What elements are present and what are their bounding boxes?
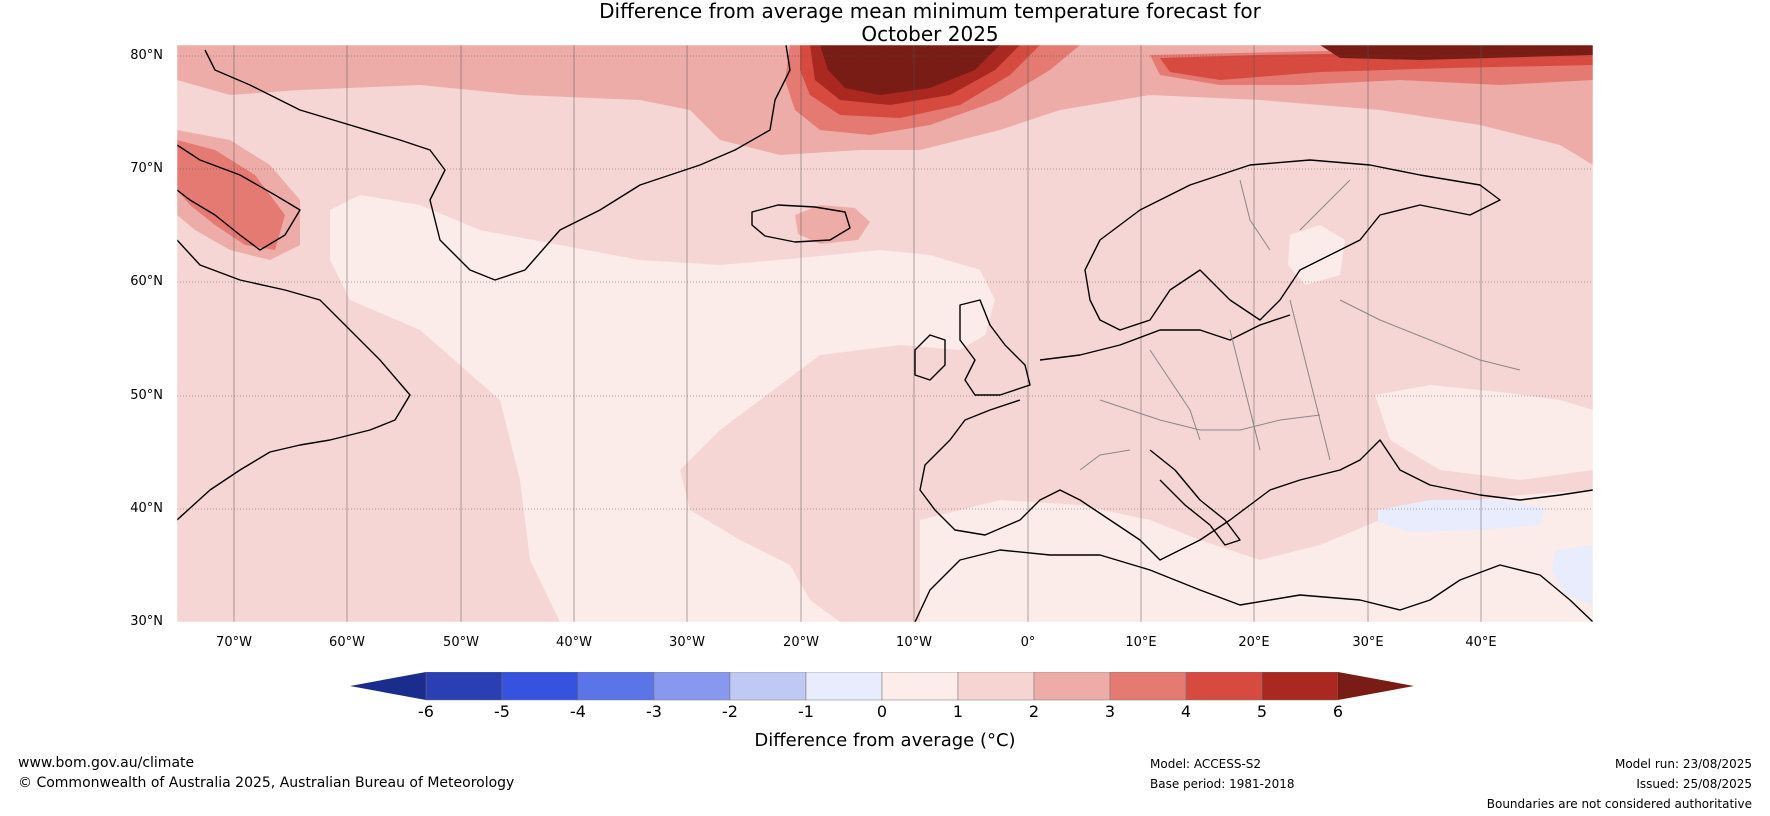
- lon-label-60w: 60°W: [329, 635, 365, 650]
- coastline-iceland: [751, 204, 851, 243]
- lat-label-80n: 80°N: [130, 48, 163, 63]
- colorbar-swatch--3-to--2: [653, 672, 731, 701]
- lat-label-60n: 60°N: [130, 274, 163, 289]
- colorbar-swatch-0-to-1: [881, 672, 959, 701]
- colorbar-swatch-5-to-6: [1261, 672, 1339, 701]
- colorbar-tick-4: 4: [1180, 702, 1192, 721]
- colorbar-tick-2: 2: [1028, 702, 1040, 721]
- coastlines: [177, 45, 1593, 622]
- footer-issued: Issued: 25/08/2025: [1636, 777, 1752, 791]
- lon-label-10w: 10°W: [896, 635, 932, 650]
- anomaly-region-0-1-atlantic: [330, 195, 995, 622]
- colorbar-tick--2: -2: [722, 702, 738, 721]
- coastline-great-britain: [959, 299, 1031, 396]
- lon-label-30e: 30°E: [1352, 635, 1384, 650]
- lon-label-30w: 30°W: [669, 635, 705, 650]
- lat-label-50n: 50°N: [130, 388, 163, 403]
- colorbar-swatch-3-to-4: [1109, 672, 1187, 701]
- colorbar-tick--5: -5: [494, 702, 510, 721]
- colorbar-tick-3: 3: [1104, 702, 1116, 721]
- colorbar-swatch-4-to-5: [1185, 672, 1263, 701]
- colorbar: [350, 672, 1414, 701]
- anomaly-region-minus-1-0-black-sea: [1378, 500, 1545, 532]
- lon-label-20e: 20°E: [1238, 635, 1270, 650]
- title-line-1: Difference from average mean minimum tem…: [599, 0, 1261, 23]
- coastline-north-africa: [914, 549, 1593, 622]
- colorbar-tick--3: -3: [646, 702, 662, 721]
- coastline-europe-west: [919, 314, 1593, 561]
- colorbar-swatch--1-to-0: [805, 672, 883, 701]
- lon-label-50w: 50°W: [443, 635, 479, 650]
- coastline-ireland: [914, 334, 946, 381]
- colorbar-swatch-2-to-3: [1033, 672, 1111, 701]
- footer-model: Model: ACCESS-S2: [1150, 757, 1262, 771]
- footer-base-period: Base period: 1981-2018: [1150, 777, 1295, 791]
- country-borders: [1079, 179, 1521, 471]
- anomaly-region-minus-1-0-middle-east: [1552, 545, 1593, 605]
- map-frame: [176, 44, 1594, 623]
- lon-label-70w: 70°W: [216, 635, 252, 650]
- lat-label-70n: 70°N: [130, 161, 163, 176]
- footer-disclaimer: Boundaries are not considered authoritat…: [1486, 797, 1752, 811]
- colorbar-swatch-1-to-2: [957, 672, 1035, 701]
- meridians: [233, 45, 1482, 622]
- lon-label-40e: 40°E: [1465, 635, 1497, 650]
- colorbar-swatch--4-to--3: [577, 672, 655, 701]
- colorbar-tick--1: -1: [798, 702, 814, 721]
- anomaly-field: [177, 45, 1593, 622]
- anomaly-region-0-1-scandinavia: [1288, 225, 1345, 285]
- colorbar-tick-6: 6: [1332, 702, 1344, 721]
- colorbar-tick-0: 0: [876, 702, 888, 721]
- lon-label-40w: 40°W: [556, 635, 592, 650]
- map-title: Difference from average mean minimum tem…: [0, 0, 1770, 46]
- colorbar-tick-1: 1: [952, 702, 964, 721]
- footer-model-run: Model run: 23/08/2025: [1614, 757, 1752, 771]
- colorbar-extend-low: [350, 672, 426, 700]
- colorbar-tick--4: -4: [570, 702, 586, 721]
- coastline-scandinavia: [1084, 159, 1501, 331]
- coastline-baffin-island: [177, 144, 301, 251]
- anomaly-region-3-4-baffin: [177, 140, 285, 250]
- colorbar-swatch--5-to--4: [501, 672, 579, 701]
- lon-label-0: 0°: [1020, 635, 1036, 650]
- lon-label-20w: 20°W: [783, 635, 819, 650]
- coastline-labrador-canada: [177, 239, 411, 521]
- lon-label-10e: 10°E: [1125, 635, 1157, 650]
- anomaly-region-0-1-eastern-europe: [1375, 385, 1593, 480]
- coastline-greenland: [204, 45, 791, 281]
- colorbar-tick-5: 5: [1256, 702, 1268, 721]
- lat-label-30n: 30°N: [130, 614, 163, 629]
- footer-website: www.bom.gov.au/climate: [18, 755, 195, 771]
- lat-label-40n: 40°N: [130, 501, 163, 516]
- colorbar-tick--6: -6: [418, 702, 434, 721]
- graticule: [177, 55, 1593, 510]
- anomaly-region-2-3-iceland: [795, 205, 870, 244]
- anomaly-region-over-6-greenland-sea: [820, 45, 1000, 95]
- colorbar-title: Difference from average (°C): [754, 730, 1016, 751]
- colorbar-extend-high: [1338, 672, 1414, 700]
- colorbar-swatch--6-to--5: [425, 672, 503, 701]
- title-line-2: October 2025: [861, 22, 999, 46]
- coastline-italy: [1149, 449, 1241, 546]
- colorbar-swatch--2-to--1: [729, 672, 807, 701]
- footer-copyright: © Commonwealth of Australia 2025, Austra…: [18, 775, 515, 791]
